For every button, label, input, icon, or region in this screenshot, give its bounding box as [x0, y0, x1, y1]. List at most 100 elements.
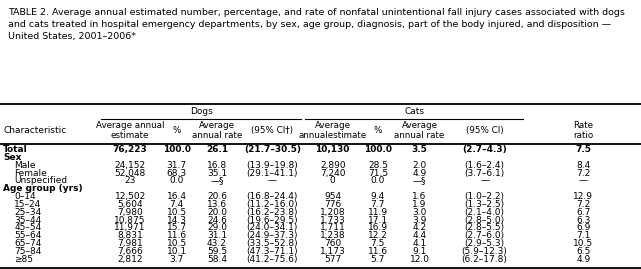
Text: 4.2: 4.2	[412, 224, 427, 232]
Text: (2.8–5.0): (2.8–5.0)	[465, 215, 504, 225]
Text: (41.2–75.6): (41.2–75.6)	[247, 255, 298, 264]
Text: (24.9–37.3): (24.9–37.3)	[247, 231, 298, 240]
Text: (2.9–5.3): (2.9–5.3)	[465, 239, 504, 248]
Text: 1,208: 1,208	[320, 208, 345, 217]
Text: 7.7: 7.7	[370, 200, 385, 209]
Text: 7.2: 7.2	[576, 200, 590, 209]
Text: 12.9: 12.9	[573, 192, 594, 201]
Text: Sex: Sex	[3, 153, 22, 162]
Text: 1.9: 1.9	[412, 200, 427, 209]
Text: 43.2: 43.2	[207, 239, 227, 248]
Text: Cats: Cats	[404, 107, 424, 116]
Text: (1.6–2.4): (1.6–2.4)	[465, 161, 504, 170]
Text: 8.4: 8.4	[576, 161, 590, 170]
Text: 12.0: 12.0	[410, 255, 429, 264]
Text: (29.1–41.1): (29.1–41.1)	[247, 169, 298, 178]
Text: TABLE 2. Average annual estimated number, percentage, and rate of nonfatal unint: TABLE 2. Average annual estimated number…	[8, 8, 624, 41]
Text: 16.9: 16.9	[368, 224, 388, 232]
Text: 7.4: 7.4	[169, 200, 184, 209]
Text: 3.0: 3.0	[412, 208, 427, 217]
Text: 4.9: 4.9	[412, 169, 427, 178]
Text: —§: —§	[210, 176, 224, 185]
Text: 760: 760	[324, 239, 341, 248]
Text: (19.6–29.5): (19.6–29.5)	[247, 215, 298, 225]
Text: Average
annual rate: Average annual rate	[192, 121, 242, 140]
Text: 45–54: 45–54	[14, 224, 42, 232]
Text: (47.3–71.1): (47.3–71.1)	[247, 247, 298, 256]
Text: 7,980: 7,980	[117, 208, 143, 217]
Text: 776: 776	[324, 200, 341, 209]
Text: 0: 0	[330, 176, 335, 185]
Text: 71.5: 71.5	[368, 169, 388, 178]
Text: 7,666: 7,666	[117, 247, 143, 256]
Text: Average
annual rate: Average annual rate	[394, 121, 445, 140]
Text: (5.9–12.3): (5.9–12.3)	[462, 247, 508, 256]
Text: 3.5: 3.5	[412, 145, 428, 154]
Text: 15–24: 15–24	[14, 200, 42, 209]
Text: 7.2: 7.2	[576, 169, 590, 178]
Text: 8,831: 8,831	[117, 231, 143, 240]
Text: 2,890: 2,890	[320, 161, 345, 170]
Text: 1,173: 1,173	[320, 247, 345, 256]
Text: %: %	[172, 126, 181, 135]
Text: 24.6: 24.6	[207, 215, 227, 225]
Text: 26.1: 26.1	[206, 145, 228, 154]
Text: 954: 954	[324, 192, 341, 201]
Text: 76,223: 76,223	[113, 145, 147, 154]
Text: 6.5: 6.5	[576, 247, 590, 256]
Text: 5,604: 5,604	[117, 200, 143, 209]
Text: 7.5: 7.5	[576, 145, 591, 154]
Text: 6.9: 6.9	[576, 224, 590, 232]
Text: 1.6: 1.6	[412, 192, 427, 201]
Text: 17.1: 17.1	[368, 215, 388, 225]
Text: (33.5–52.8): (33.5–52.8)	[247, 239, 298, 248]
Text: 4.1: 4.1	[412, 239, 427, 248]
Text: Average annual
estimate: Average annual estimate	[96, 121, 164, 140]
Text: 12.2: 12.2	[368, 231, 388, 240]
Text: 15.7: 15.7	[167, 224, 187, 232]
Text: (95% CI): (95% CI)	[466, 126, 503, 135]
Text: 1,238: 1,238	[320, 231, 345, 240]
Text: 23: 23	[124, 176, 136, 185]
Text: Age group (yrs): Age group (yrs)	[3, 184, 83, 193]
Text: (2.7–4.3): (2.7–4.3)	[462, 145, 507, 154]
Text: 12,502: 12,502	[115, 192, 146, 201]
Text: 7,240: 7,240	[320, 169, 345, 178]
Text: (2.1–4.0): (2.1–4.0)	[465, 208, 504, 217]
Text: 11,971: 11,971	[114, 224, 146, 232]
Text: 68.3: 68.3	[167, 169, 187, 178]
Text: 29.0: 29.0	[207, 224, 227, 232]
Text: 4.4: 4.4	[412, 231, 427, 240]
Text: 100.0: 100.0	[163, 145, 190, 154]
Text: 31.7: 31.7	[167, 161, 187, 170]
Text: 1,711: 1,711	[320, 224, 345, 232]
Text: 6.7: 6.7	[576, 208, 590, 217]
Text: 20.0: 20.0	[207, 208, 227, 217]
Text: 75–84: 75–84	[14, 247, 42, 256]
Text: (13.9–19.8): (13.9–19.8)	[247, 161, 298, 170]
Text: Dogs: Dogs	[190, 107, 213, 116]
Text: (16.2–23.8): (16.2–23.8)	[247, 208, 298, 217]
Text: 35.1: 35.1	[207, 169, 227, 178]
Text: 13.6: 13.6	[207, 200, 227, 209]
Text: 10.5: 10.5	[167, 208, 187, 217]
Text: —: —	[480, 176, 489, 185]
Text: 28.5: 28.5	[368, 161, 388, 170]
Text: 10,130: 10,130	[315, 145, 350, 154]
Text: 2.0: 2.0	[412, 161, 427, 170]
Text: 58.4: 58.4	[207, 255, 227, 264]
Text: 2,812: 2,812	[117, 255, 143, 264]
Text: Unspecified: Unspecified	[14, 176, 67, 185]
Text: Rate
ratio: Rate ratio	[573, 121, 594, 140]
Text: 10,875: 10,875	[114, 215, 146, 225]
Text: 9.4: 9.4	[370, 192, 385, 201]
Text: —§: —§	[413, 176, 426, 185]
Text: 59.5: 59.5	[207, 247, 227, 256]
Text: 35–44: 35–44	[14, 215, 42, 225]
Text: 0.0: 0.0	[169, 176, 184, 185]
Text: 16.8: 16.8	[207, 161, 227, 170]
Text: %: %	[374, 126, 382, 135]
Text: 14.3: 14.3	[167, 215, 187, 225]
Text: —: —	[579, 176, 588, 185]
Text: 7.1: 7.1	[576, 231, 590, 240]
